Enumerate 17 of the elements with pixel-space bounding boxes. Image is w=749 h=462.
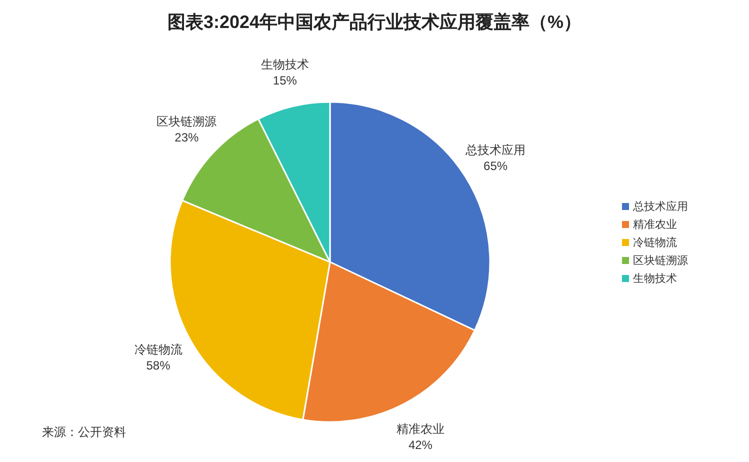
slice-label: 精准农业 xyxy=(396,422,444,436)
legend-label: 总技术应用 xyxy=(632,200,688,213)
slice-label: 区块链溯源 xyxy=(156,114,217,128)
legend-label: 生物技术 xyxy=(633,272,677,285)
slice-label: 冷链物流 xyxy=(134,342,182,356)
legend-label: 冷链物流 xyxy=(633,236,677,249)
source-note: 来源：公开资料 xyxy=(42,425,126,439)
data-label: 65% xyxy=(484,159,508,174)
data-label: 42% xyxy=(408,438,433,452)
slice-label: 生物技术 xyxy=(260,57,309,72)
legend-label: 区块链溯源 xyxy=(633,254,688,267)
slice-label: 总技术应用 xyxy=(464,143,526,158)
data-label: 58% xyxy=(146,358,171,372)
data-label: 15% xyxy=(272,73,298,88)
chart-title: 图表3:2024年中国农产品行业技术应用覆盖率（%） xyxy=(167,12,582,32)
legend-label: 精准农业 xyxy=(633,218,677,231)
data-label: 23% xyxy=(174,130,199,144)
